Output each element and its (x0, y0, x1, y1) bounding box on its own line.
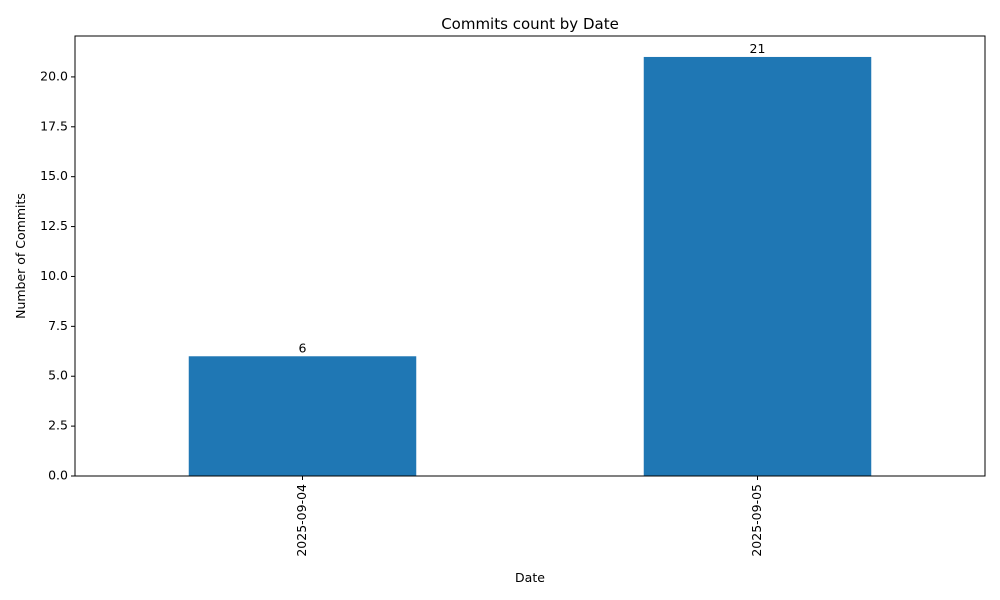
y-tick-label-17.5: 17.5 (40, 118, 68, 133)
x-axis: 2025-09-04 2025-09-05 (294, 476, 764, 557)
x-axis-label: Date (515, 570, 545, 585)
bar-2025-09-04 (188, 356, 417, 476)
y-tick-label-20.0: 20.0 (40, 68, 68, 83)
y-tick-label-15.0: 15.0 (40, 168, 68, 183)
y-tick-label-12.5: 12.5 (40, 218, 68, 233)
y-axis: 0.0 2.5 5.0 7.5 10.0 12.5 15.0 17.5 20.0 (40, 68, 75, 483)
data-labels-group: 6 21 (299, 41, 766, 355)
data-label-2025-09-05: 21 (750, 41, 766, 56)
bars-group (188, 56, 872, 476)
x-tick-label-2025-09-04: 2025-09-04 (294, 484, 309, 557)
bar-2025-09-05 (643, 56, 872, 476)
y-tick-label-7.5: 7.5 (48, 318, 68, 333)
y-tick-label-5.0: 5.0 (48, 368, 68, 383)
data-label-2025-09-04: 6 (299, 340, 307, 355)
y-tick-label-2.5: 2.5 (48, 418, 68, 433)
y-tick-label-0.0: 0.0 (48, 468, 68, 483)
chart-title: Commits count by Date (441, 15, 619, 33)
plot-frame (74, 35, 986, 477)
y-axis-label: Number of Commits (13, 193, 28, 319)
y-tick-label-10.0: 10.0 (40, 268, 68, 283)
x-tick-label-2025-09-05: 2025-09-05 (749, 484, 764, 557)
